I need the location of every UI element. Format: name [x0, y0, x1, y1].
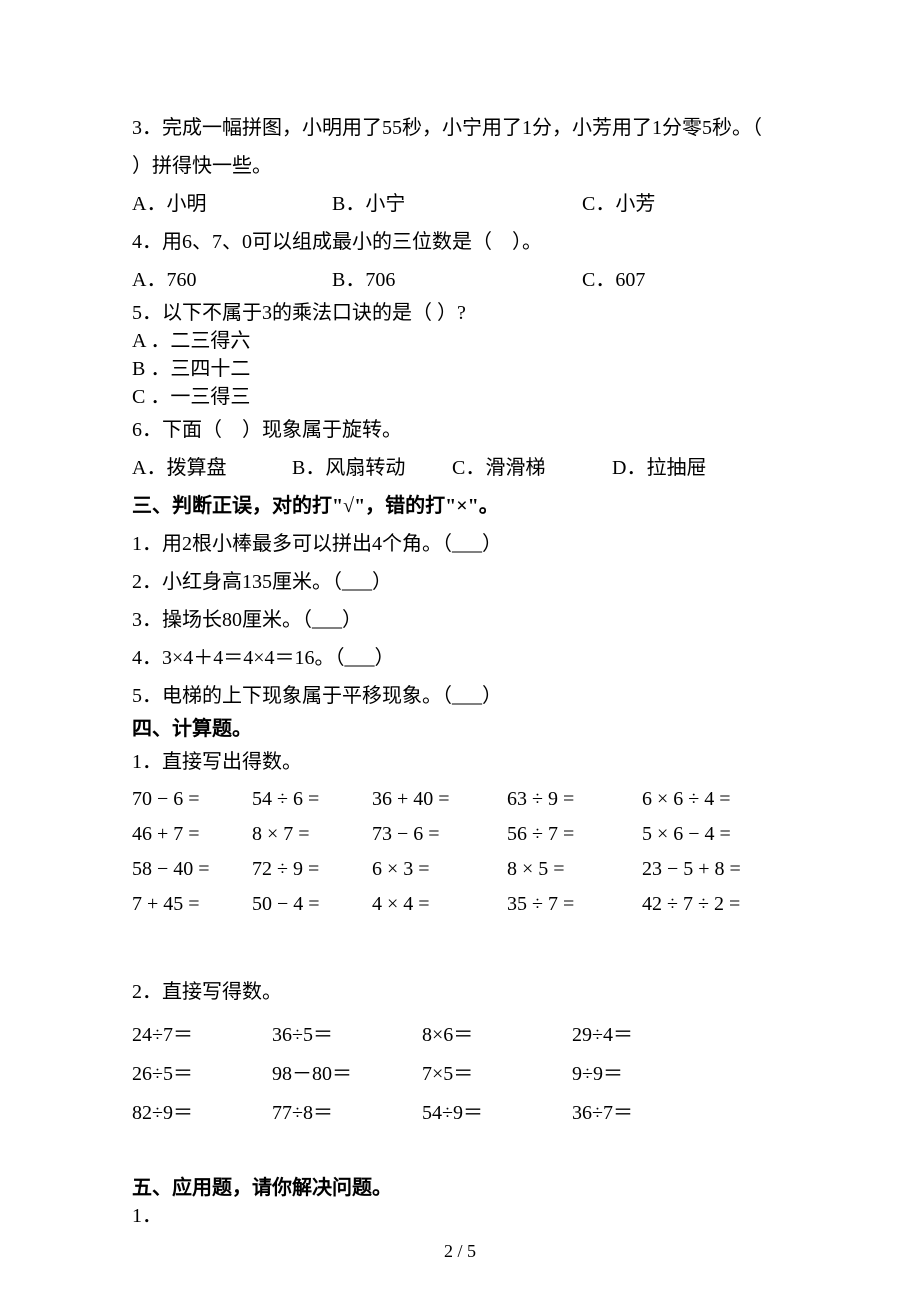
- q6-opt-a: A．拨算盘: [132, 450, 292, 486]
- q3-text-a: 3．完成一幅拼图，小明用了55秒，小宁用了1分，小芳用了1分零5秒。（: [132, 110, 788, 146]
- s4-sub2: 2．直接写得数。: [132, 974, 788, 1010]
- q6-options: A．拨算盘 B．风扇转动 C．滑滑梯 D．拉抽屉: [132, 450, 788, 486]
- calc2-cell: 98－80＝: [272, 1057, 422, 1086]
- calc1-cell: 35 ÷ 7 =: [507, 893, 642, 916]
- q5-opt-a: A ．二三得六: [132, 328, 788, 354]
- section4-title: 四、计算题。: [132, 716, 788, 742]
- calc1-cell: 6 × 6 ÷ 4 =: [642, 788, 772, 811]
- calc1-cell: 54 ÷ 6 =: [252, 788, 372, 811]
- calc1-cell: 8 × 7 =: [252, 823, 372, 846]
- q6-opt-d: D．拉抽屉: [612, 450, 772, 486]
- calc2-cell: 77÷8＝: [272, 1096, 422, 1125]
- calc1-cell: 23 − 5 + 8 =: [642, 858, 772, 881]
- calc2-cell: 36÷7＝: [572, 1096, 752, 1125]
- calc1-cell: 4 × 4 =: [372, 893, 507, 916]
- calc2-cell: 26÷5＝: [132, 1057, 272, 1086]
- calc1-cell: 73 − 6 =: [372, 823, 507, 846]
- q6-opt-b: B．风扇转动: [292, 450, 452, 486]
- s3-item-5: 5．电梯的上下现象属于平移现象。（___）: [132, 678, 788, 714]
- calc2-cell: 36÷5＝: [272, 1018, 422, 1047]
- section5-title: 五、应用题，请你解决问题。: [132, 1175, 788, 1201]
- q5-opt-b: B ．三四十二: [132, 356, 788, 382]
- calc2-cell: 82÷9＝: [132, 1096, 272, 1125]
- q4-options: A．760 B．706 C．607: [132, 262, 788, 298]
- calc2-cell: 54÷9＝: [422, 1096, 572, 1125]
- q3-opt-a: A．小明: [132, 186, 332, 222]
- s4-sub1: 1．直接写出得数。: [132, 744, 788, 780]
- calc1-cell: 46 + 7 =: [132, 823, 252, 846]
- q3-text-b: ）拼得快一些。: [132, 148, 788, 184]
- calc1-cell: 8 × 5 =: [507, 858, 642, 881]
- calc-grid-1: 70 − 6 = 54 ÷ 6 = 36 + 40 = 63 ÷ 9 = 6 ×…: [132, 788, 788, 916]
- calc2-cell: 29÷4＝: [572, 1018, 752, 1047]
- q3-options: A．小明 B．小宁 C．小芳: [132, 186, 788, 222]
- s3-item-2: 2．小红身高135厘米。（___）: [132, 564, 788, 600]
- q6-opt-c: C．滑滑梯: [452, 450, 612, 486]
- s5-sub1: 1．: [132, 1203, 788, 1229]
- calc1-cell: 7 + 45 =: [132, 893, 252, 916]
- q4-text: 4．用6、7、0可以组成最小的三位数是（ ）。: [132, 224, 788, 260]
- q4-opt-b: B．706: [332, 262, 582, 298]
- page-number: 2 / 5: [0, 1241, 920, 1262]
- s3-item-1: 1．用2根小棒最多可以拼出4个角。（___）: [132, 526, 788, 562]
- calc1-cell: 50 − 4 =: [252, 893, 372, 916]
- calc2-cell: 8×6＝: [422, 1018, 572, 1047]
- s3-item-4: 4．3×4＋4＝4×4＝16。（___）: [132, 640, 788, 676]
- q5-text: 5．以下不属于3的乘法口诀的是（ ）?: [132, 300, 788, 326]
- section3-title: 三、判断正误，对的打"√"，错的打"×"。: [132, 488, 788, 524]
- calc1-cell: 58 − 40 =: [132, 858, 252, 881]
- q5-opt-c: C ．一三得三: [132, 384, 788, 410]
- calc2-cell: 7×5＝: [422, 1057, 572, 1086]
- calc1-cell: 63 ÷ 9 =: [507, 788, 642, 811]
- calc1-cell: 5 × 6 − 4 =: [642, 823, 772, 846]
- calc2-cell: 24÷7＝: [132, 1018, 272, 1047]
- s3-item-3: 3．操场长80厘米。（___）: [132, 602, 788, 638]
- calc1-cell: 70 − 6 =: [132, 788, 252, 811]
- calc1-cell: 72 ÷ 9 =: [252, 858, 372, 881]
- q3-opt-b: B．小宁: [332, 186, 582, 222]
- calc-grid-2: 24÷7＝ 36÷5＝ 8×6＝ 29÷4＝ 26÷5＝ 98－80＝ 7×5＝…: [132, 1018, 788, 1125]
- q4-opt-a: A．760: [132, 262, 332, 298]
- calc1-cell: 6 × 3 =: [372, 858, 507, 881]
- q4-opt-c: C．607: [582, 262, 782, 298]
- q3-opt-c: C．小芳: [582, 186, 782, 222]
- calc2-cell: 9÷9＝: [572, 1057, 752, 1086]
- q6-text: 6．下面（ ）现象属于旋转。: [132, 412, 788, 448]
- calc1-cell: 36 + 40 =: [372, 788, 507, 811]
- calc1-cell: 56 ÷ 7 =: [507, 823, 642, 846]
- calc1-cell: 42 ÷ 7 ÷ 2 =: [642, 893, 772, 916]
